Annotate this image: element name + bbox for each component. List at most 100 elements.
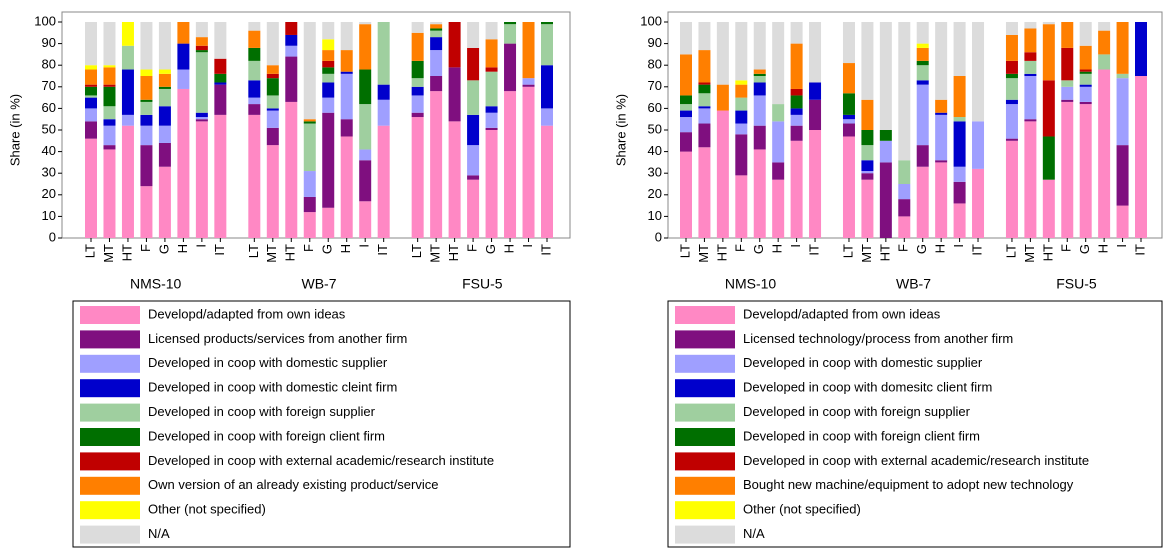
legend-label: Developed in coop with domestic cleint f… (148, 380, 397, 395)
bar-segment (790, 125, 803, 141)
bar-segment (1135, 76, 1147, 238)
bar-segment (1079, 73, 1092, 85)
legend-swatch (80, 525, 140, 544)
x-tick-label: IT (375, 244, 390, 256)
bar-segment (541, 24, 553, 66)
bar-segment (411, 117, 424, 238)
bar-segment (879, 140, 892, 163)
bar-segment (898, 160, 911, 184)
bar-segment (698, 50, 711, 83)
bar-segment (85, 138, 97, 238)
bar-segment (85, 108, 97, 122)
legend-swatch (80, 452, 140, 471)
legend-box (667, 300, 1163, 548)
bar-segment (1005, 104, 1018, 139)
legend-label: Developed in coop with domestic supplier (148, 355, 388, 370)
bar-segment (680, 132, 692, 152)
bar-segment (377, 84, 390, 100)
bar-segment (340, 50, 353, 72)
x-tick-label: F (465, 244, 480, 252)
bar-segment (266, 108, 279, 111)
bar-segment (698, 22, 711, 51)
legend-swatch (80, 476, 140, 495)
bar-segment (85, 65, 97, 70)
bar-segment (861, 130, 874, 146)
bar-segment (842, 63, 855, 94)
x-tick-label: G (914, 244, 929, 254)
x-tick-label: I (357, 244, 372, 248)
bar-segment (177, 88, 190, 239)
bar-segment (195, 52, 208, 113)
bar-segment (322, 67, 335, 74)
y-tick-label: 80 (648, 57, 662, 72)
bar-segment (1005, 22, 1018, 35)
bar-segment (1116, 145, 1129, 206)
bar-segment (1005, 138, 1018, 141)
bar-segment (485, 71, 498, 107)
legend-label: Developed in coop with foreign supplier (148, 404, 376, 419)
bar-segment (809, 22, 822, 83)
bar-segment (1098, 69, 1111, 239)
legend-swatch (675, 525, 735, 544)
bar-segment (340, 136, 353, 238)
legend-label: Developed in coop with foreign client fi… (743, 428, 980, 443)
bar-segment (121, 114, 134, 126)
bar-segment (195, 50, 208, 53)
bar-segment (1024, 60, 1037, 74)
bar-segment (214, 73, 227, 83)
bar-segment (430, 91, 443, 239)
bar-segment (430, 37, 443, 51)
x-tick-label: MT (264, 244, 279, 263)
bar-segment (735, 80, 748, 85)
legend-label: Developed in coop with domestic supplier (743, 355, 983, 370)
bar-segment (1079, 71, 1092, 74)
bar-segment (735, 97, 748, 111)
bar-segment (753, 125, 766, 150)
x-tick-label: H (501, 244, 516, 253)
bar-segment (842, 93, 855, 115)
bar-segment (158, 166, 171, 238)
bar-segment (879, 22, 892, 130)
bar-segment (842, 114, 855, 120)
legend-swatch (80, 403, 140, 422)
bar-segment (140, 125, 153, 146)
bar-segment (1079, 45, 1092, 70)
bar-segment (953, 121, 966, 167)
bar-segment (541, 108, 553, 126)
legend-swatch (675, 306, 735, 324)
bar-segment (935, 112, 948, 115)
bar-segment (916, 43, 929, 48)
bar-segment (448, 22, 461, 68)
bar-segment (121, 22, 134, 46)
bar-segment (680, 95, 692, 105)
bar-segment (953, 203, 966, 238)
y-axis-label: Share (in %) (613, 94, 628, 166)
group-label: WB-7 (896, 276, 931, 292)
bar-segment (140, 22, 153, 70)
x-tick-label: HT (877, 244, 892, 261)
bar-segment (680, 110, 692, 118)
bar-segment (861, 171, 874, 174)
bar-segment (411, 60, 424, 79)
x-tick-label: HT (119, 244, 134, 261)
x-tick-label: HT (714, 244, 729, 261)
y-tick-label: 90 (42, 35, 56, 50)
bar-segment (916, 60, 929, 66)
bar-segment (1079, 104, 1092, 238)
legend-swatch (675, 428, 735, 446)
bar-segment (972, 22, 985, 122)
bar-segment (158, 125, 171, 143)
bar-segment (735, 134, 748, 176)
bar-segment (842, 22, 855, 64)
bar-segment (467, 114, 480, 146)
bar-segment (411, 32, 424, 61)
bar-segment (972, 168, 985, 238)
legend-label: Bought new machine/equipment to adopt ne… (743, 477, 1074, 492)
y-tick-label: 10 (648, 208, 662, 223)
bar-segment (121, 69, 134, 115)
bar-segment (322, 50, 335, 61)
bar-segment (103, 65, 116, 68)
bar-segment (898, 184, 911, 200)
legend-swatch (675, 403, 735, 422)
bar-segment (485, 106, 498, 113)
